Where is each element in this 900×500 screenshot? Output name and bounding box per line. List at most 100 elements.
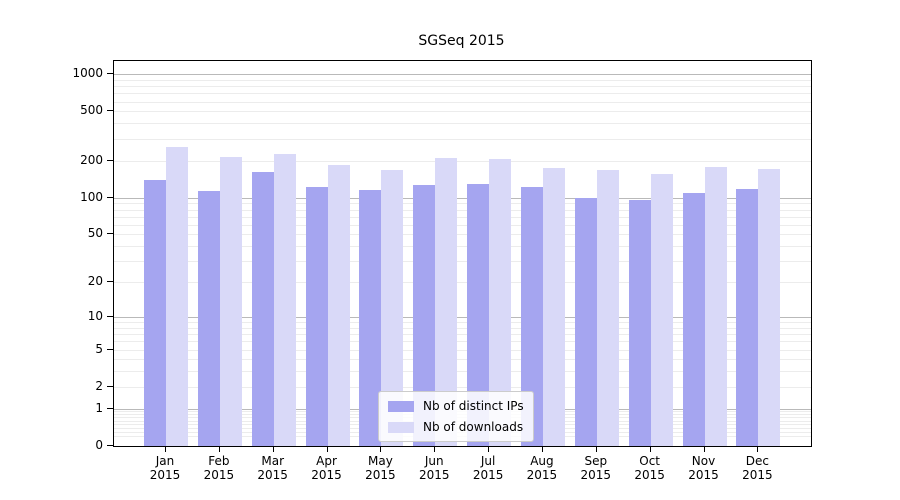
bar-feb-downloads [219,156,242,446]
bar-jul-ips [467,183,490,446]
minor-gridline [114,224,811,226]
x-tick-mark [326,446,328,452]
x-tick-label-may: May 2015 [365,454,396,482]
x-tick-label-feb: Feb 2015 [203,454,235,482]
minor-gridline [114,282,811,284]
minor-gridline [114,79,811,81]
major-gridline [114,197,811,199]
y-tick-label: 1000 [72,66,103,81]
bar-mar-ips [251,171,274,446]
bar-jun-ips [413,184,436,446]
minor-gridline [114,160,811,162]
x-tick-label-nov: Nov 2015 [688,454,719,482]
y-tick-mark [107,385,113,387]
bar-oct-downloads [650,173,673,446]
legend-swatch-distinct-ips [388,400,414,412]
x-tick-label-aug: Aug 2015 [526,454,558,482]
bar-sep-ips [574,198,597,446]
bar-oct-ips [628,199,651,446]
legend-swatch-downloads [388,421,414,433]
y-tick-label: 500 [80,103,103,118]
y-tick-label: 100 [80,189,103,204]
minor-gridline [114,123,811,125]
x-tick-label-mar: Mar 2015 [257,454,288,482]
x-tick-mark [541,446,543,452]
y-tick-mark [107,407,113,409]
y-tick-label: 200 [80,152,103,167]
y-tick-mark [107,445,113,446]
minor-gridline [114,246,811,248]
chart-title: SGSeq 2015 [418,33,505,49]
y-tick-label: 0 [95,438,103,452]
x-tick-mark [434,446,436,452]
minor-gridline [114,341,811,343]
y-tick-mark [107,110,113,112]
bar-apr-ips [305,187,328,446]
y-tick-label: 2 [95,378,103,393]
x-tick-mark [272,446,274,452]
x-tick-mark [380,446,382,452]
minor-gridline [114,86,811,88]
bar-may-downloads [381,170,404,446]
minor-gridline [114,138,811,140]
bar-dec-downloads [758,169,781,446]
bar-apr-downloads [327,165,350,446]
y-tick-label: 20 [87,274,103,289]
legend-entry-downloads: Nb of downloads [388,418,524,436]
y-tick-mark [107,233,113,235]
x-tick-mark [649,446,651,452]
legend-label-distinct-ips: Nb of distinct IPs [423,399,524,413]
minor-gridline [114,209,811,211]
bar-jun-downloads [435,157,458,446]
y-tick-mark [107,159,113,161]
x-tick-label-jul: Jul 2015 [472,454,504,482]
x-tick-mark [488,446,490,452]
minor-gridline [114,216,811,218]
minor-gridline [114,261,811,263]
y-tick-mark [107,73,113,75]
bar-jul-downloads [489,159,512,446]
minor-gridline [114,322,811,324]
x-tick-label-dec: Dec 2015 [742,454,773,482]
bar-aug-downloads [542,167,565,446]
bar-jan-downloads [166,146,188,446]
bar-mar-downloads [273,153,296,446]
y-tick-mark [107,315,113,317]
legend: Nb of distinct IPs Nb of downloads [378,391,534,442]
y-tick-label: 1 [95,400,103,415]
minor-gridline [114,334,811,336]
x-tick-mark [595,446,597,452]
major-gridline [114,74,811,76]
bar-jan-ips [144,179,166,446]
x-tick-label-sep: Sep 2015 [580,454,612,482]
bar-feb-ips [197,191,220,446]
bar-nov-downloads [704,166,727,446]
major-gridline [114,316,811,318]
x-tick-label-jun: Jun 2015 [418,454,450,482]
plot-area: Nb of distinct IPs Nb of downloads [113,60,812,447]
bar-nov-ips [682,192,705,446]
y-tick-mark [107,281,113,283]
bar-sep-downloads [596,170,619,446]
minor-gridline [114,93,811,95]
bar-aug-ips [520,187,543,446]
x-tick-label-apr: Apr 2015 [311,454,342,482]
x-tick-mark [165,446,166,452]
x-tick-label-jan: Jan 2015 [149,454,181,482]
y-tick-label: 50 [87,226,103,241]
minor-gridline [114,327,811,329]
y-tick-label: 10 [87,308,103,323]
minor-gridline [114,203,811,205]
minor-gridline [114,386,811,388]
minor-gridline [114,349,811,351]
bar-dec-ips [736,188,759,446]
y-tick-mark [107,348,113,350]
minor-gridline [114,111,811,113]
x-tick-mark [218,446,220,452]
y-tick-label: 5 [95,341,103,356]
x-tick-label-oct: Oct 2015 [634,454,665,482]
minor-gridline [114,371,811,373]
y-tick-mark [107,196,113,198]
legend-entry-distinct-ips: Nb of distinct IPs [388,397,524,415]
